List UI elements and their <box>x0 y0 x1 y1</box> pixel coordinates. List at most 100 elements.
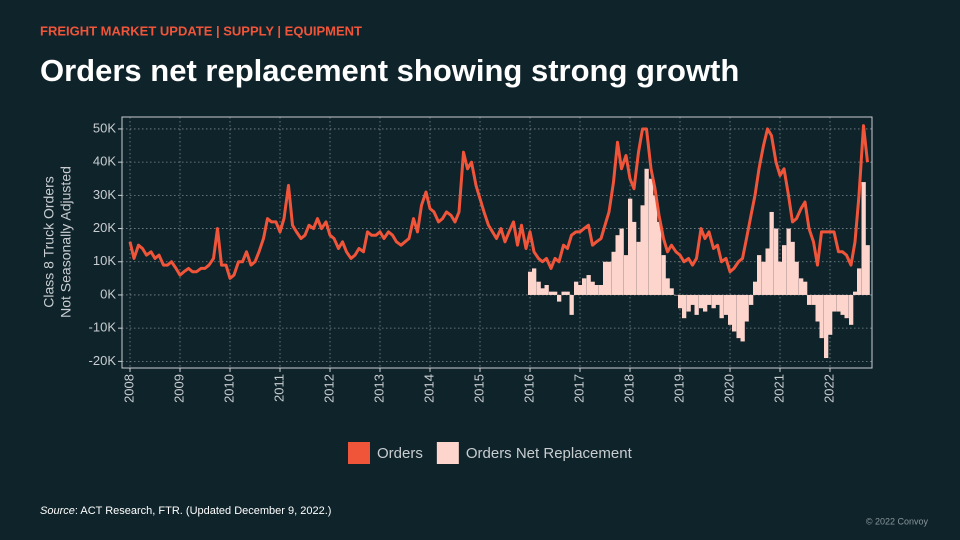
bar <box>544 284 549 295</box>
legend-swatch <box>348 442 370 464</box>
source-label: Source <box>40 505 75 517</box>
y-tick-label: 10K <box>93 253 116 268</box>
bar <box>694 294 699 315</box>
bar <box>849 294 854 325</box>
bar <box>590 281 595 295</box>
bar <box>678 294 683 309</box>
bar <box>686 294 691 312</box>
bar <box>778 261 783 295</box>
y-tick-label: 0K <box>100 286 116 301</box>
bar <box>828 294 833 335</box>
x-tick-label: 2015 <box>471 374 486 403</box>
y-tick-label: 50K <box>93 120 116 135</box>
x-tick-label: 2012 <box>321 374 336 403</box>
bar <box>640 205 645 295</box>
bar <box>736 294 741 339</box>
x-tick-label: 2021 <box>771 374 786 403</box>
bar <box>719 294 724 319</box>
bar <box>744 294 749 322</box>
line <box>128 124 869 280</box>
bar <box>594 284 599 295</box>
bar <box>682 294 687 319</box>
bar <box>636 241 641 295</box>
bar <box>690 294 695 305</box>
bar <box>790 241 795 295</box>
x-tick-label: 2017 <box>571 374 586 403</box>
bar <box>865 245 870 295</box>
bar <box>761 261 766 295</box>
plot: -20K -10K 0K 10K 20K 30K 40K 50K 2008 2009 2010 201… <box>89 116 873 403</box>
bar <box>586 275 591 295</box>
bar <box>599 284 604 295</box>
bar <box>657 221 662 295</box>
bar <box>819 294 824 339</box>
bar <box>857 268 862 295</box>
bar <box>786 228 791 295</box>
bar <box>811 294 816 305</box>
bar <box>532 268 537 295</box>
bar <box>536 281 541 295</box>
legend-swatch <box>436 442 459 464</box>
legend-label: Orders Net Replacement <box>466 445 633 462</box>
footer: © 2022 Convoy <box>866 516 929 526</box>
source: Source: ACT Research, FTR. (Updated Dece… <box>40 505 331 517</box>
x-tick-label: 2019 <box>671 374 686 403</box>
bar <box>649 178 654 295</box>
bar <box>561 291 566 295</box>
bar <box>753 281 758 295</box>
bar <box>824 294 829 359</box>
bar <box>774 228 779 295</box>
bar <box>703 294 708 312</box>
bar <box>674 294 679 296</box>
x-tick-label: 2011 <box>271 374 286 402</box>
bar <box>553 291 558 295</box>
plot-frame <box>121 116 873 369</box>
bar <box>861 182 866 295</box>
bar <box>782 245 787 295</box>
y-label-line: Class 8 Truck Orders <box>41 176 57 307</box>
x-tick-label: 2022 <box>821 374 836 403</box>
bar <box>799 278 804 295</box>
bar <box>794 261 799 295</box>
bar <box>832 294 837 312</box>
bar <box>574 281 579 295</box>
y-tick-label: 40K <box>93 154 116 169</box>
bar <box>836 294 841 312</box>
bar <box>840 294 845 315</box>
bar <box>707 294 712 305</box>
bar <box>815 294 820 322</box>
bar <box>749 294 754 305</box>
bar <box>728 294 733 325</box>
bar <box>803 281 808 295</box>
bar <box>853 291 858 295</box>
x-tick-label: 2018 <box>621 374 636 403</box>
bar <box>661 255 666 295</box>
bar <box>769 211 774 295</box>
x-tick-label: 2020 <box>721 374 736 403</box>
x-tick-label: 2008 <box>121 374 136 403</box>
bar <box>757 255 762 295</box>
x-tick-label: 2016 <box>521 374 536 403</box>
x-tick-label: 2009 <box>171 374 186 403</box>
legend-label: Orders <box>377 445 423 462</box>
bar <box>765 248 770 295</box>
bar <box>603 261 608 295</box>
bar <box>653 195 658 295</box>
y-tick-label: 20K <box>93 220 116 235</box>
bar <box>582 278 587 295</box>
bar <box>611 251 616 295</box>
bar <box>699 294 704 309</box>
bar <box>549 291 554 295</box>
bar <box>528 271 533 295</box>
bar <box>569 294 574 315</box>
bar <box>607 261 612 295</box>
bar <box>844 294 849 319</box>
source-text: : ACT Research, FTR. (Updated December 9… <box>75 505 332 517</box>
x-tick-label: 2013 <box>371 374 386 403</box>
x-tick-label: 2010 <box>221 374 236 403</box>
bar <box>632 221 637 295</box>
bar <box>615 235 620 295</box>
bar <box>578 284 583 295</box>
bar <box>619 228 624 295</box>
